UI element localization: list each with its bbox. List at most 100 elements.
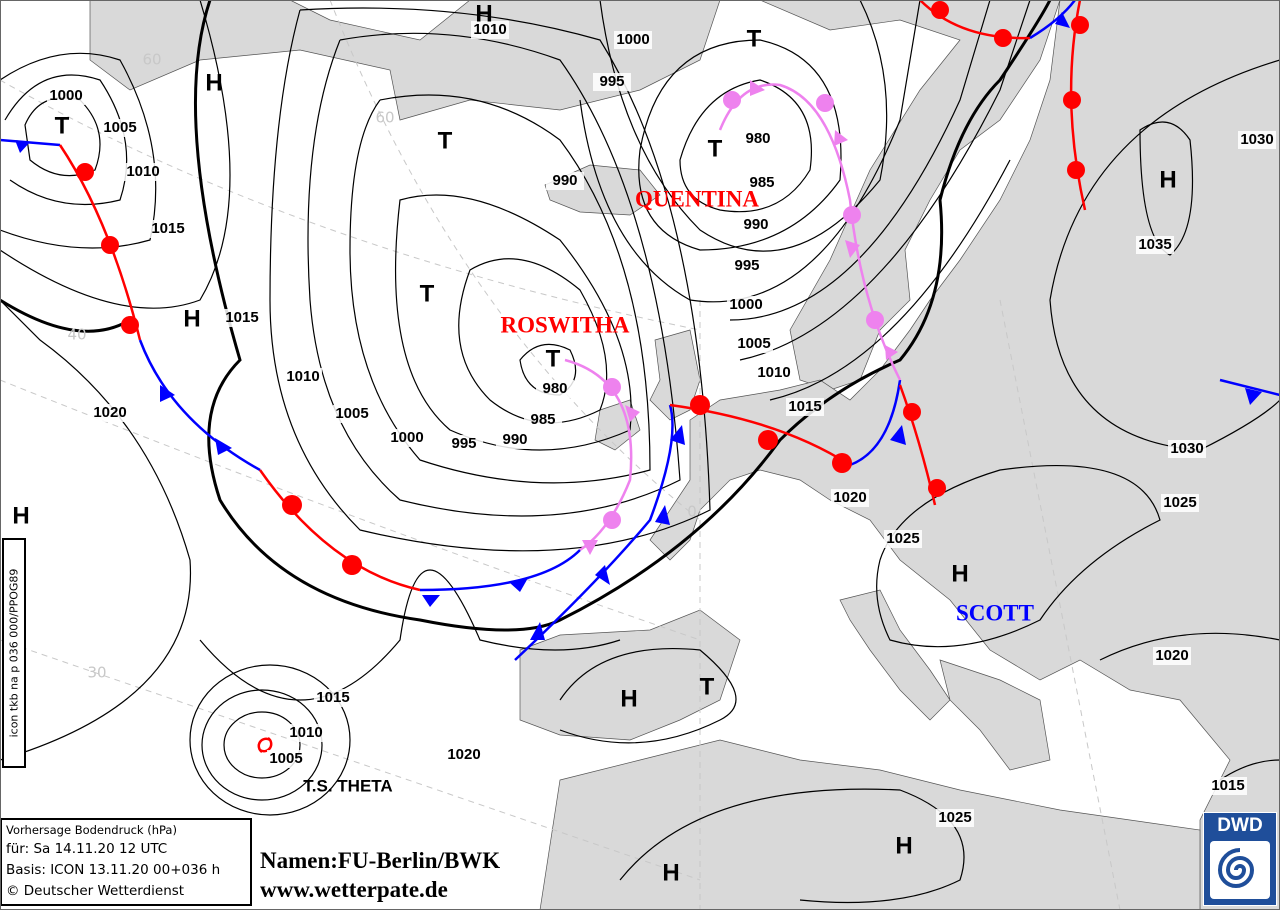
- dwd-logo: DWD: [1203, 812, 1277, 906]
- isobar-label: 1000: [390, 429, 423, 446]
- isobar-label: 1010: [286, 368, 319, 385]
- isobar-label: 1000: [729, 296, 762, 313]
- isobar-label: 1020: [1155, 647, 1188, 664]
- low-pressure-center: T: [708, 135, 723, 162]
- high-pressure-center: H: [951, 560, 968, 587]
- system-names: QUENTINA ROSWITHA SCOTT T.S. THETA: [303, 186, 1034, 795]
- isobar-label: 1015: [316, 689, 349, 706]
- isobar-label: 1010: [126, 163, 159, 180]
- isobar-label: 1025: [1163, 494, 1196, 511]
- greenland: [89, 0, 721, 121]
- low-pressure-center: T: [55, 112, 70, 139]
- isobar-label: 990: [743, 216, 768, 233]
- italy-balkans: [839, 589, 1051, 771]
- isobar-label: 980: [542, 380, 567, 397]
- isobar-label: 995: [451, 435, 476, 452]
- low-pressure-center: T: [747, 25, 762, 52]
- british-isles: [594, 329, 701, 451]
- tropical-storm-icon: [257, 736, 273, 754]
- isobar-label: 1025: [886, 530, 919, 547]
- legend-box: Vorhersage Bodendruck (hPa) für: Sa 14.1…: [0, 818, 252, 906]
- legend-title: Vorhersage Bodendruck (hPa): [6, 823, 177, 837]
- iberia: [519, 609, 741, 741]
- legend-copyright: © Deutscher Wetterdienst: [6, 883, 185, 899]
- landmass: [89, 0, 1280, 910]
- front-symbols: [15, 1, 1262, 754]
- isobar-label: 1010: [473, 21, 506, 38]
- system-name-quentina: QUENTINA: [635, 186, 759, 211]
- isobar-label: 1035: [1138, 236, 1171, 253]
- isobar-label: 1015: [225, 309, 258, 326]
- high-pressure-center: H: [1159, 166, 1176, 193]
- europe-east: [649, 0, 1280, 910]
- grid-label: 40: [67, 326, 86, 344]
- isobar-label: 1020: [447, 746, 480, 763]
- swirl-icon: [1210, 841, 1270, 899]
- isobar-label: 1000: [616, 31, 649, 48]
- low-pressure-center: T: [700, 673, 715, 700]
- north-africa: [539, 739, 1201, 910]
- product-code: icon tkb na p 036 000/PPOG89: [7, 568, 21, 738]
- system-name-roswitha: ROSWITHA: [500, 312, 629, 337]
- warm-front-atlantic: [258, 469, 421, 592]
- low-pressure-center: T: [420, 280, 435, 307]
- high-pressure-center: H: [475, 0, 492, 27]
- credits-url[interactable]: www.wetterpate.de: [260, 877, 448, 902]
- warm-front-west: [58, 144, 142, 341]
- grid-label: 0: [687, 503, 697, 521]
- high-pressure-center: H: [662, 859, 679, 886]
- isobar-label: 985: [530, 411, 555, 428]
- isobar-label: 1005: [269, 750, 302, 767]
- cold-front-atlantic: [138, 339, 261, 472]
- cold-front-europe: [849, 379, 902, 467]
- isobar-label: 1030: [1240, 131, 1273, 148]
- isobar-label: 995: [734, 257, 759, 274]
- isobar-label: 1005: [103, 119, 136, 136]
- isobar-label: 1030: [1170, 440, 1203, 457]
- isobar-labels: 1010 1000 995 1000 1005 1010 1015 1015 990 980 985…: [47, 21, 1276, 827]
- grid-label: 60: [375, 109, 394, 127]
- dwd-logo-text: DWD: [1204, 813, 1276, 837]
- high-pressure-center: H: [12, 502, 29, 529]
- isobar-label: 985: [749, 174, 774, 191]
- isobar-1015-thick: [0, 0, 1052, 632]
- legend-valid-time: für: Sa 14.11.20 12 UTC: [6, 841, 168, 857]
- high-pressure-center: H: [620, 685, 637, 712]
- cold-front-atlantic-2: [419, 549, 581, 592]
- isobar-label: 1005: [737, 335, 770, 352]
- cold-front-west: [0, 138, 61, 147]
- isobar-label: 1015: [1211, 777, 1244, 794]
- system-name-scott: SCOTT: [956, 600, 1034, 625]
- occlusion-roswitha: [564, 358, 633, 552]
- grid-label: 60: [142, 51, 161, 69]
- credits-names: Namen:FU-Berlin/BWK: [260, 848, 501, 873]
- isobar-label: 1015: [151, 220, 184, 237]
- cold-front-east: [1219, 378, 1280, 397]
- low-pressure-center: T: [546, 345, 561, 372]
- isobar-label: 990: [552, 172, 577, 189]
- product-code-box: icon tkb na p 036 000/PPOG89: [2, 538, 26, 768]
- cold-front-north: [1029, 0, 1076, 40]
- isobar-label: 1015: [788, 398, 821, 415]
- isobar-label: 1005: [335, 405, 368, 422]
- high-pressure-center: H: [183, 305, 200, 332]
- cold-front-iberia: [514, 404, 674, 661]
- isobar-label: 1025: [938, 809, 971, 826]
- isobar-label: 990: [502, 431, 527, 448]
- warm-front-north: [919, 0, 1031, 40]
- isobar-label: 1010: [289, 724, 322, 741]
- isobar-label: 1020: [93, 404, 126, 421]
- credits: Namen:FU-Berlin/BWK www.wetterpate.de: [260, 846, 500, 904]
- low-pressure-center: T: [438, 127, 453, 154]
- legend-basis: Basis: ICON 13.11.20 00+036 h: [6, 862, 221, 878]
- isobar-label: 995: [599, 73, 624, 90]
- isobar-label: 980: [745, 130, 770, 147]
- high-pressure-center: H: [205, 69, 222, 96]
- high-pressure-center: H: [895, 832, 912, 859]
- isobar-label: 1000: [49, 87, 82, 104]
- latitude-labels: 60 60 40 30 0: [67, 51, 696, 682]
- isobar-label: 1010: [757, 364, 790, 381]
- isobar-label: 1020: [833, 489, 866, 506]
